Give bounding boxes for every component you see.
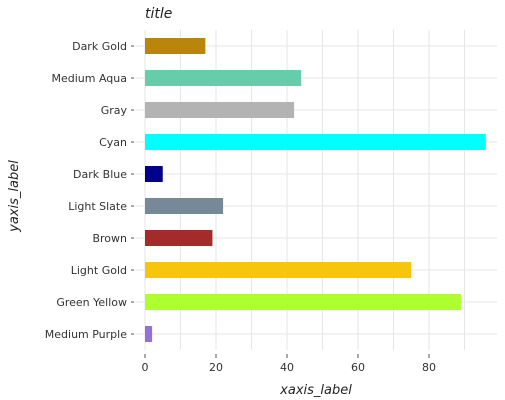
y-tick-label: Cyan [99,136,127,149]
y-tick-label: Medium Aqua [51,72,127,85]
bar-light-slate [145,198,224,214]
x-tick-label: 40 [280,361,294,374]
bar-cyan [145,134,486,150]
bar-medium-aqua [145,70,302,86]
y-tick-label: Light Slate [68,200,127,213]
chart-title: title [145,6,172,22]
bar-gray [145,102,295,118]
y-axis-label: yaxis_label [7,160,22,233]
y-tick-label: Dark Gold [72,40,127,53]
y-tick-label: Light Gold [71,264,127,277]
y-axis: Medium Purple Green Yellow Light Gold Brown… [45,40,134,341]
y-tick-label: Brown [92,232,127,245]
bars-layer [145,38,486,342]
y-tick-label: Medium Purple [45,328,127,341]
bar-dark-blue [145,166,163,182]
x-tick-label: 60 [351,361,365,374]
bar-green-yellow [145,294,461,310]
bar-medium-purple [145,326,153,342]
x-tick-label: 20 [209,361,223,374]
y-tick-label: Gray [101,104,128,117]
x-tick-label: 0 [142,361,149,374]
y-tick-label: Green Yellow [56,296,127,309]
x-axis: 0 20 40 60 80 [142,354,436,374]
x-tick-label: 80 [422,361,436,374]
x-axis-label: xaxis_label [279,383,352,398]
y-tick-label: Dark Blue [73,168,127,181]
bar-light-gold [145,262,412,278]
bar-dark-gold [145,38,206,54]
bar-brown [145,230,213,246]
